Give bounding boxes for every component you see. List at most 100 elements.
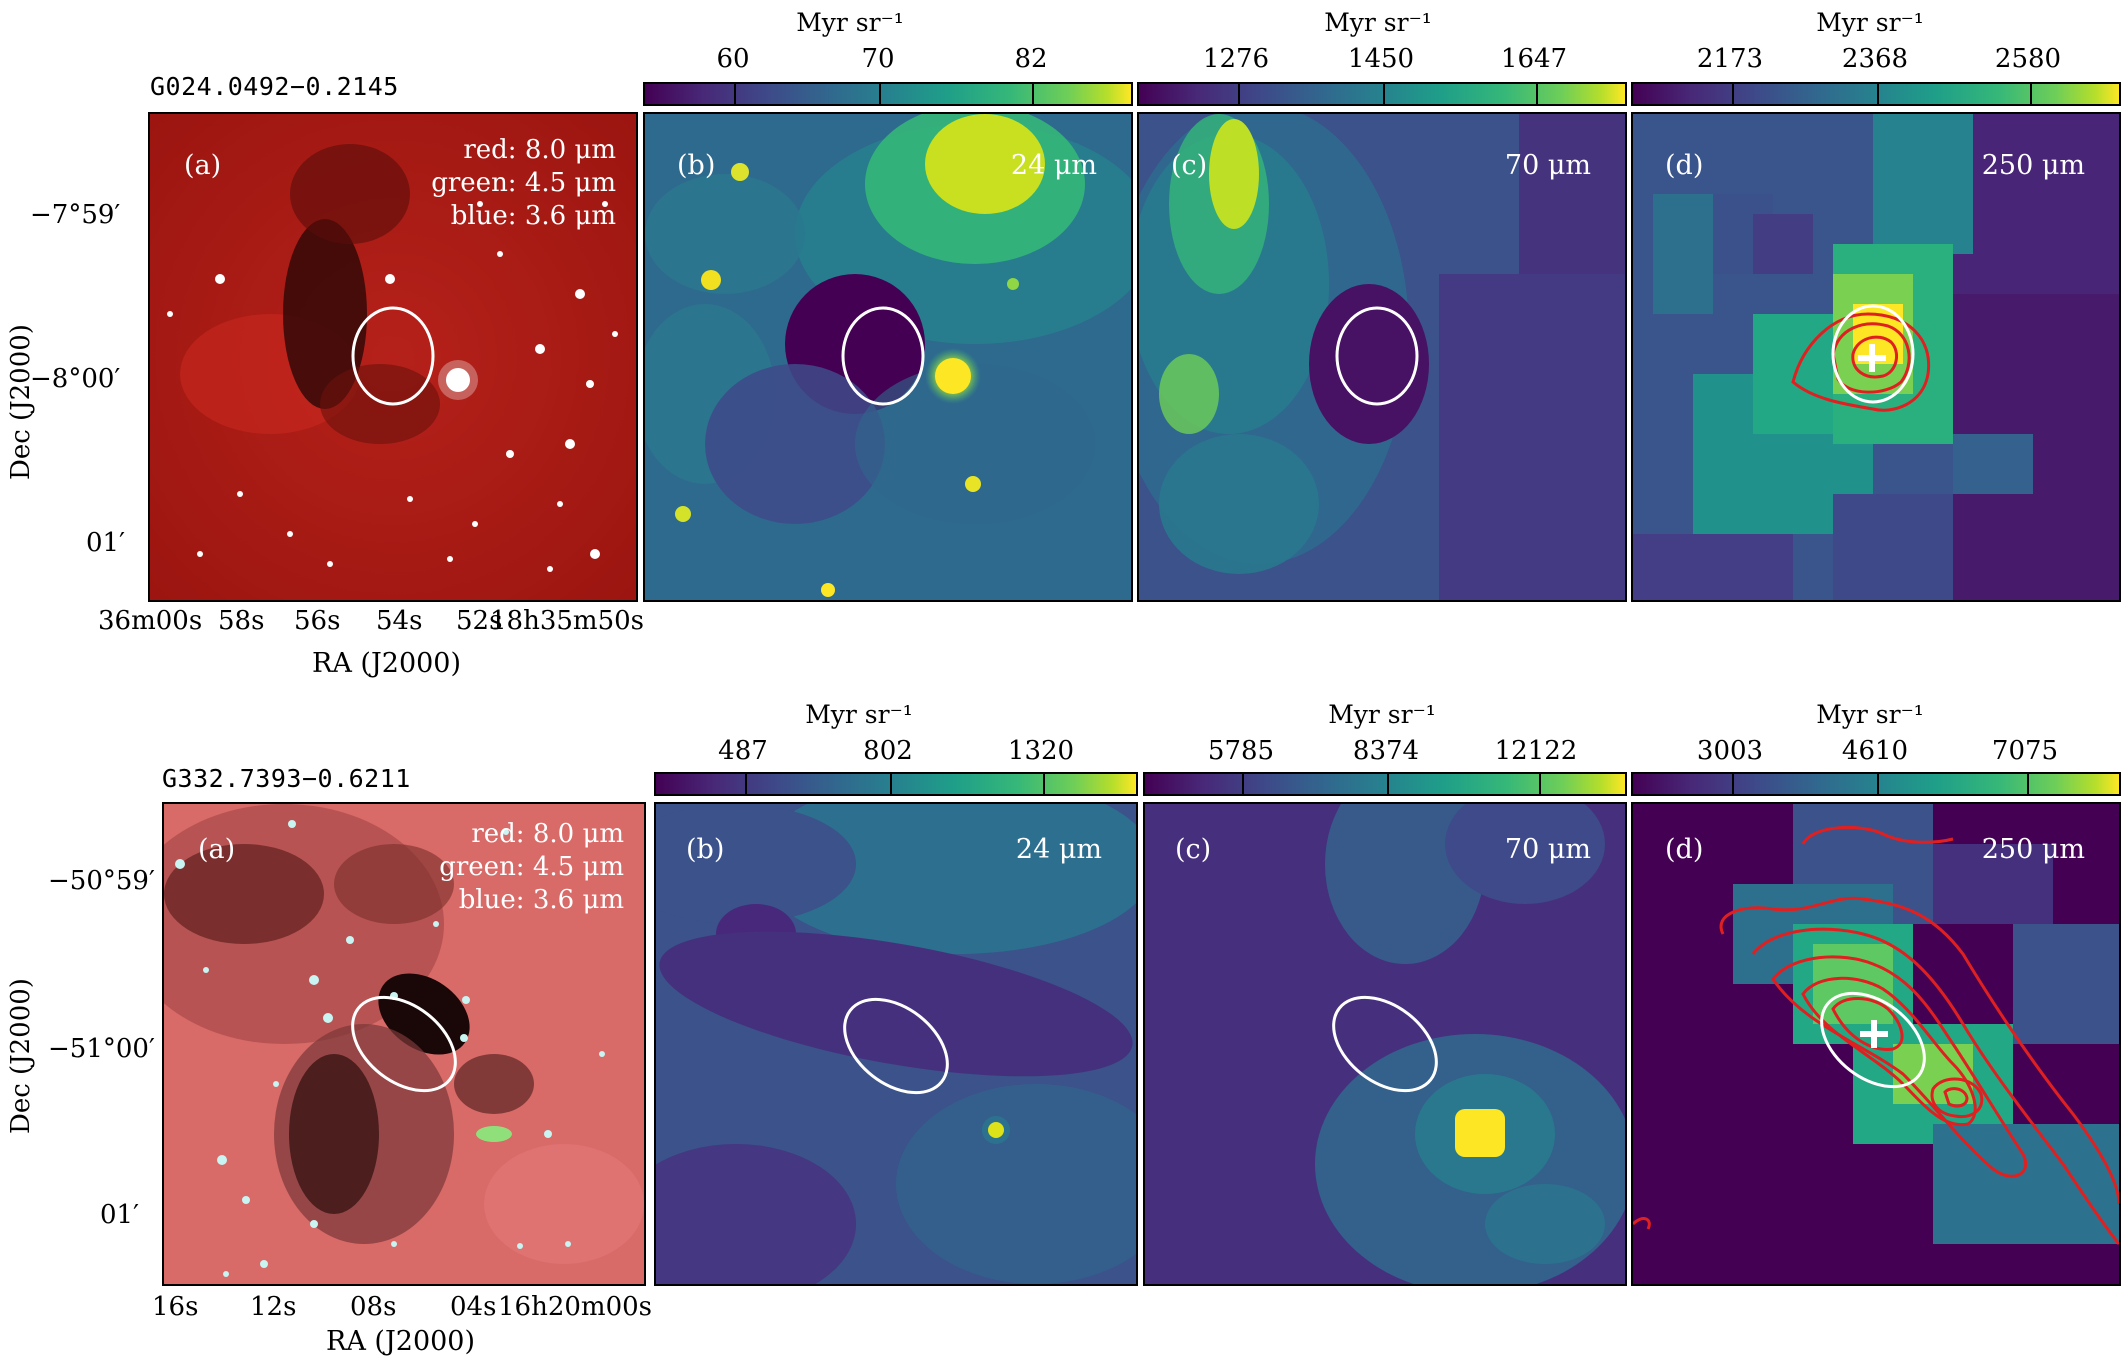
dec-tick: 01′ xyxy=(86,528,125,558)
heatmap-250um xyxy=(1633,804,2119,1284)
rgb-blue-label: blue: 3.6 μm xyxy=(450,201,616,231)
panel-label: (c) xyxy=(1175,834,1212,865)
ra-tick: 08s xyxy=(350,1292,397,1322)
rgb-legend: red: 8.0 μm green: 4.5 μm blue: 3.6 μm xyxy=(431,134,616,233)
heatmap-250um xyxy=(1633,114,2119,600)
ra-tick: 16s xyxy=(152,1292,199,1322)
heatmap-24um xyxy=(645,114,1131,600)
wavelength-label: 250 μm xyxy=(1981,834,2085,865)
ra-axis-label-row2: RA (J2000) xyxy=(326,1326,476,1357)
colorbar-unit-b2: Myr sr⁻¹ xyxy=(805,700,913,729)
rgb-blue-label: blue: 3.6 μm xyxy=(458,885,624,915)
aperture-ellipse xyxy=(1332,995,1438,1093)
colorbar-tick: 1276 xyxy=(1202,44,1270,74)
panel-label: (a) xyxy=(184,150,222,181)
stars xyxy=(167,201,618,572)
panel-c-70um-row1: (c) 70 μm xyxy=(1137,112,1627,602)
aperture-ellipse xyxy=(1820,991,1926,1089)
colorbar-tick: 487 xyxy=(718,736,768,766)
colorbar-tick: 4610 xyxy=(1841,736,1909,766)
panel-label: (b) xyxy=(686,834,725,865)
aperture-ellipse xyxy=(351,306,435,406)
panel-b-24um-row2: (b) 24 μm xyxy=(654,802,1138,1286)
colorbar-tick: 1320 xyxy=(1007,736,1075,766)
rgb-red-label: red: 8.0 μm xyxy=(471,819,624,849)
contours xyxy=(1633,825,2119,1245)
colorbar-unit-b1: Myr sr⁻¹ xyxy=(796,8,904,37)
stars xyxy=(175,820,605,1277)
colorbar-c2 xyxy=(1143,772,1627,796)
colorbar-b1 xyxy=(643,82,1133,106)
source-name-row1: G024.0492−0.2145 xyxy=(150,72,399,101)
ra-tick: 04s xyxy=(450,1292,497,1322)
wavelength-label: 70 μm xyxy=(1504,150,1591,181)
heatmap-24um xyxy=(656,804,1136,1284)
colorbar-tick: 8374 xyxy=(1352,736,1420,766)
colorbar-tick: 3003 xyxy=(1696,736,1764,766)
heatmap-70um xyxy=(1139,114,1625,600)
colorbar-tick: 82 xyxy=(1014,44,1048,74)
dec-tick: 01′ xyxy=(100,1200,139,1230)
colorbar-c1 xyxy=(1137,82,1627,106)
heatmap-70um xyxy=(1145,804,1625,1284)
rgb-image xyxy=(164,804,644,1284)
panel-label: (c) xyxy=(1171,150,1208,181)
panel-d-250um-row1: (d) 250 μm xyxy=(1631,112,2121,602)
rgb-image xyxy=(150,114,636,600)
colorbar-tick: 2368 xyxy=(1841,44,1909,74)
dec-tick: −50°59′ xyxy=(48,866,155,896)
panel-label: (b) xyxy=(677,150,716,181)
ra-tick: 56s xyxy=(294,606,341,636)
colorbar-tick: 70 xyxy=(861,44,895,74)
colorbar-tick: 1647 xyxy=(1500,44,1568,74)
dec-tick: −8°00′ xyxy=(30,364,121,394)
colorbar-unit-d2: Myr sr⁻¹ xyxy=(1816,700,1924,729)
aperture-ellipse xyxy=(841,306,925,406)
colorbar-b2 xyxy=(654,772,1138,796)
colorbar-tick: 7075 xyxy=(1991,736,2059,766)
colorbar-unit-d1: Myr sr⁻¹ xyxy=(1816,8,1924,37)
ra-tick: 58s xyxy=(218,606,265,636)
wavelength-label: 70 μm xyxy=(1504,834,1591,865)
contours xyxy=(1791,312,1931,412)
colorbar-tick: 5785 xyxy=(1207,736,1275,766)
panel-c-70um-row2: (c) 70 μm xyxy=(1143,802,1627,1286)
dec-axis-label-row1: Dec (J2000) xyxy=(6,324,36,480)
plus-marker xyxy=(1858,344,1886,372)
dec-tick: −51°00′ xyxy=(48,1034,155,1064)
panel-b-24um-row1: (b) 24 μm xyxy=(643,112,1133,602)
colorbar-tick: 2173 xyxy=(1696,44,1764,74)
ra-tick: 52s xyxy=(456,606,503,636)
colorbar-d1 xyxy=(1631,82,2121,106)
colorbar-tick: 2580 xyxy=(1994,44,2062,74)
wavelength-label: 24 μm xyxy=(1015,834,1102,865)
colorbar-tick: 802 xyxy=(863,736,913,766)
plus-marker xyxy=(1860,1020,1888,1048)
ra-tick: 18h35m50s xyxy=(490,606,644,636)
panel-label: (d) xyxy=(1665,834,1704,865)
rgb-legend: red: 8.0 μm green: 4.5 μm blue: 3.6 μm xyxy=(439,818,624,917)
dec-tick: −7°59′ xyxy=(30,200,121,230)
panel-a-rgb-row2: (a) red: 8.0 μm green: 4.5 μm blue: 3.6 … xyxy=(162,802,646,1286)
panel-d-250um-row2: (d) 250 μm xyxy=(1631,802,2121,1286)
ra-tick: 36m00s xyxy=(98,606,203,636)
dec-axis-label-row2: Dec (J2000) xyxy=(6,978,36,1134)
colorbar-tick: 60 xyxy=(716,44,750,74)
rgb-green-label: green: 4.5 μm xyxy=(431,168,616,198)
colorbar-d2 xyxy=(1631,772,2121,796)
source-name-row2: G332.7393−0.6211 xyxy=(162,764,411,793)
ra-axis-label-row1: RA (J2000) xyxy=(312,648,462,679)
ra-tick: 54s xyxy=(376,606,423,636)
colorbar-tick: 1450 xyxy=(1347,44,1415,74)
aperture-ellipse xyxy=(351,995,457,1093)
rgb-green-label: green: 4.5 μm xyxy=(439,852,624,882)
colorbar-unit-c2: Myr sr⁻¹ xyxy=(1328,700,1436,729)
ra-tick: 12s xyxy=(250,1292,297,1322)
rgb-red-label: red: 8.0 μm xyxy=(463,135,616,165)
colorbar-unit-c1: Myr sr⁻¹ xyxy=(1324,8,1432,37)
panel-a-rgb-row1: (a) red: 8.0 μm green: 4.5 μm blue: 3.6 … xyxy=(148,112,638,602)
aperture-ellipse xyxy=(843,997,949,1095)
wavelength-label: 24 μm xyxy=(1010,150,1097,181)
colorbar-tick: 12122 xyxy=(1494,736,1578,766)
wavelength-label: 250 μm xyxy=(1981,150,2085,181)
